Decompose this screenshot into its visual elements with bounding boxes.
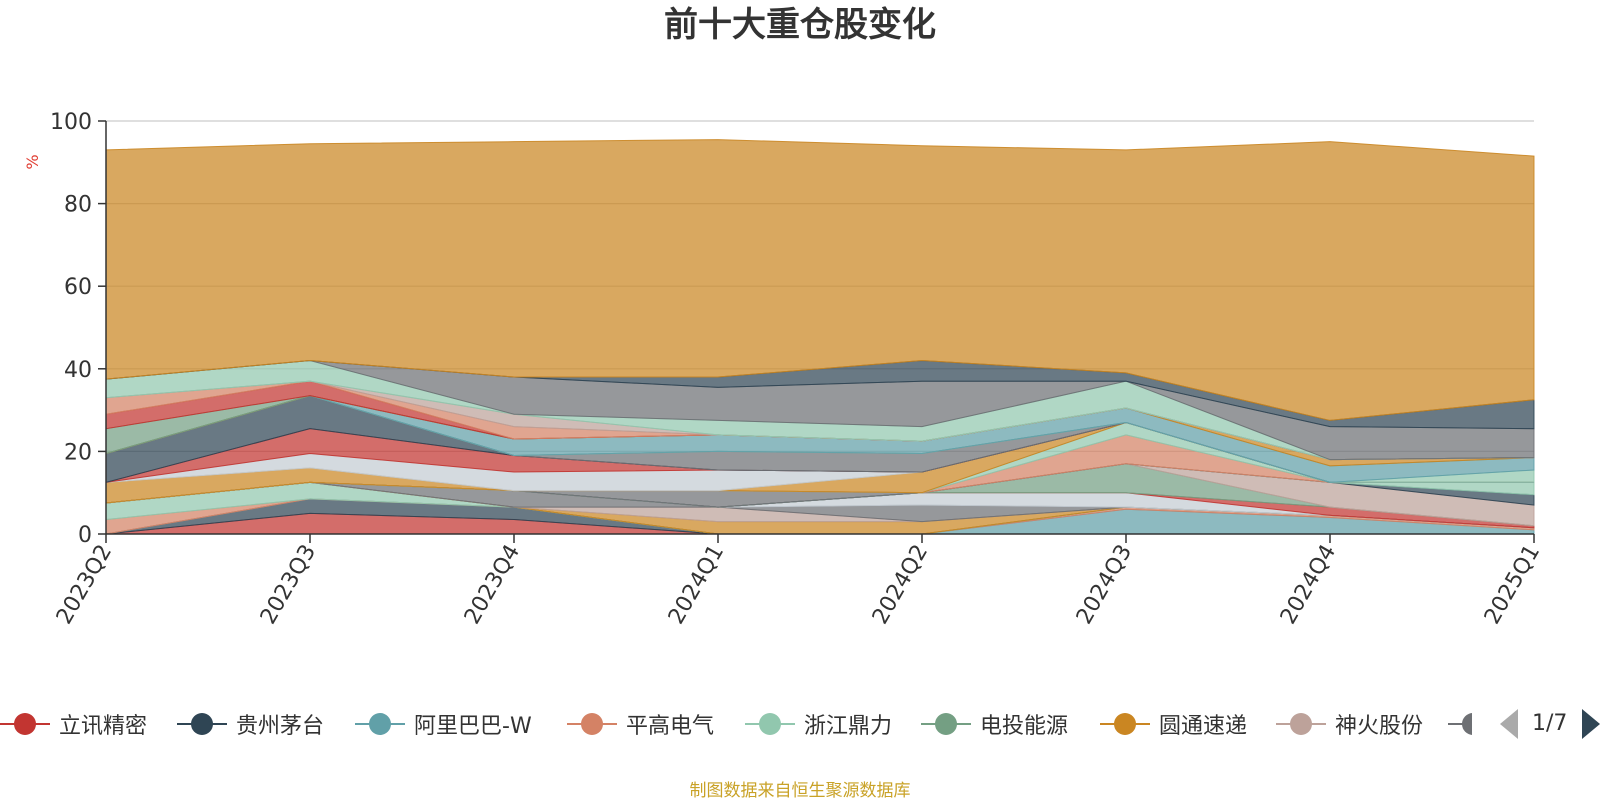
area-series-group — [105, 139, 1535, 535]
legend-label: 阿里巴巴-W — [414, 714, 532, 739]
area-series-33[interactable] — [105, 139, 1535, 421]
y-tick-label: 80 — [64, 193, 92, 218]
x-tick-label: 2023Q3 — [256, 541, 321, 629]
legend-item[interactable]: 浙江鼎力 — [745, 704, 892, 744]
x-tick-label: 2023Q4 — [460, 541, 525, 629]
legend-swatch-icon — [1100, 704, 1150, 744]
y-axis-unit-label: % — [23, 154, 42, 169]
legend-label: 圆通速递 — [1159, 714, 1248, 739]
legend-swatch-icon — [1448, 704, 1472, 744]
x-tick-label: 2023Q2 — [52, 541, 117, 629]
y-tick-label: 20 — [64, 440, 92, 465]
legend-dot-icon — [1290, 713, 1312, 735]
legend-item[interactable]: 平高电气 — [567, 704, 714, 744]
legend-label: 立讯精密 — [59, 714, 148, 739]
legend-item[interactable]: 贵州茅台 — [177, 704, 324, 744]
legend-swatch-icon — [745, 704, 795, 744]
legend-swatch-icon — [355, 704, 405, 744]
legend-swatch-icon — [177, 704, 227, 744]
legend-dot-icon — [14, 713, 36, 735]
chart-legend: 立讯精密 贵州茅台 阿里巴巴-W 平高电气 浙江鼎力 电投能源 圆通速递 神火股份 1/7 — [0, 704, 1600, 744]
legend-label: 平高电气 — [626, 714, 715, 739]
legend-dot-icon — [581, 713, 603, 735]
prev-page-icon[interactable] — [1500, 709, 1518, 739]
legend-dot-icon — [1462, 713, 1472, 735]
legend-pager: 1/7 — [1500, 704, 1600, 744]
legend-item-clipped[interactable] — [1448, 704, 1472, 744]
legend-dot-icon — [759, 713, 781, 735]
legend-item[interactable]: 立讯精密 — [0, 704, 147, 744]
legend-label: 浙江鼎力 — [804, 714, 893, 739]
y-tick-label: 40 — [64, 358, 92, 383]
x-tick-label: 2024Q2 — [868, 541, 933, 629]
legend-dot-icon — [1114, 713, 1136, 735]
legend-label: 神火股份 — [1335, 714, 1424, 739]
legend-item[interactable]: 电投能源 — [921, 704, 1068, 744]
data-source-note: 制图数据来自恒生聚源数据库 — [689, 781, 911, 801]
legend-swatch-icon — [921, 704, 971, 744]
x-tick-label: 2024Q1 — [664, 541, 729, 629]
y-tick-label: 100 — [50, 110, 92, 135]
stacked-area-chart: 0 20 40 60 80 100 2023Q2 2023Q3 2023Q4 2024Q1 2024… — [23, 110, 1545, 629]
legend-item[interactable]: 圆通速递 — [1100, 704, 1247, 744]
legend-item[interactable]: 神火股份 — [1276, 704, 1423, 744]
legend-line-icon — [1448, 723, 1472, 725]
x-tick-label: 2025Q1 — [1480, 541, 1545, 629]
next-page-icon[interactable] — [1582, 709, 1600, 739]
legend-swatch-icon — [1276, 704, 1326, 744]
legend-dot-icon — [935, 713, 957, 735]
legend-swatch-icon — [0, 704, 50, 744]
y-tick-label: 60 — [64, 275, 92, 300]
x-tick-label: 2024Q4 — [1276, 541, 1341, 629]
legend-item[interactable]: 阿里巴巴-W — [355, 704, 532, 744]
legend-dot-icon — [191, 713, 213, 735]
chart-title: 前十大重仓股变化 — [664, 5, 936, 45]
legend-dot-icon — [369, 713, 391, 735]
legend-label: 电投能源 — [980, 714, 1069, 739]
legend-swatch-icon — [567, 704, 617, 744]
y-tick-label: 0 — [78, 523, 92, 548]
legend-label: 贵州茅台 — [236, 714, 325, 739]
x-tick-label: 2024Q3 — [1072, 541, 1137, 629]
legend-page-indicator: 1/7 — [1532, 711, 1568, 736]
